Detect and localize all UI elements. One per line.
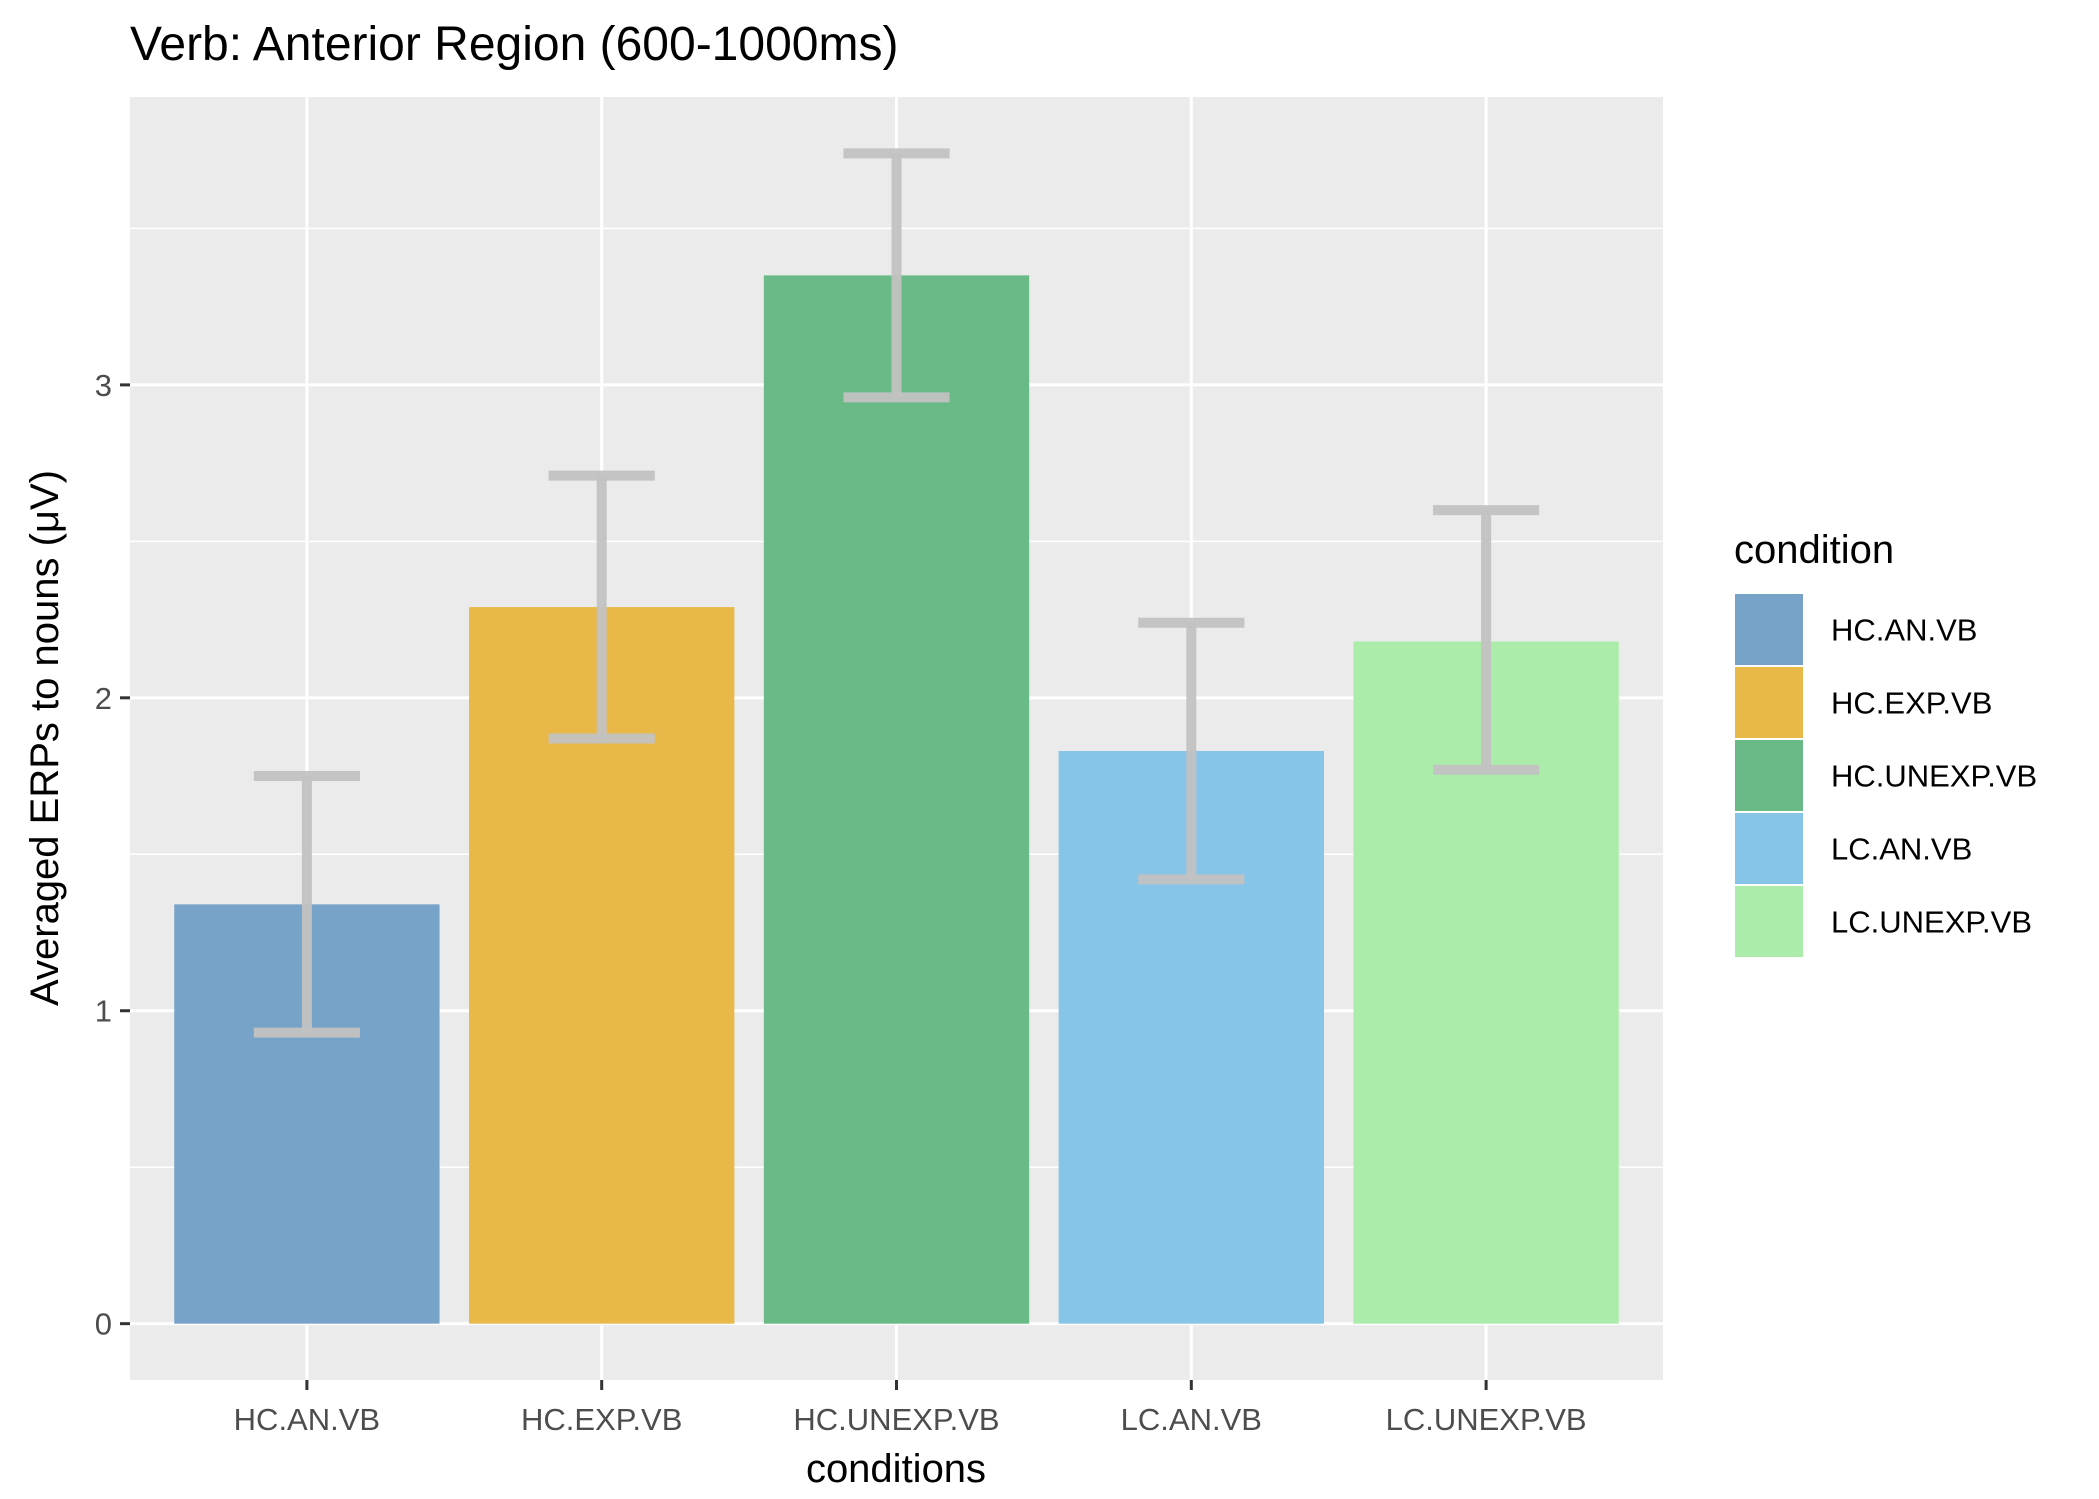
legend-swatch [1735, 667, 1803, 738]
x-axis: HC.AN.VB HC.EXP.VB HC.UNEXP.VB LC.AN.VB LC.U… [234, 1380, 1587, 1437]
error-bar-hc-exp-vb [548, 470, 655, 744]
x-tick-label: LC.UNEXP.VB [1386, 1402, 1587, 1437]
legend-title: condition [1734, 528, 1894, 572]
legend-label: LC.UNEXP.VB [1831, 905, 2032, 940]
error-bar-lc-unexp-vb [1433, 505, 1540, 775]
error-bar-lc-an-vb [1138, 617, 1245, 885]
legend-items: HC.AN.VB HC.EXP.VB HC.UNEXP.VB LC.AN.VB LC.U… [1733, 592, 2037, 959]
x-tick-label: LC.AN.VB [1121, 1402, 1262, 1437]
error-bars [253, 148, 1540, 1038]
legend-swatch [1735, 886, 1803, 957]
legend-swatch [1735, 594, 1803, 665]
y-tick-label: 2 [95, 681, 112, 716]
x-axis-title: conditions [806, 1447, 986, 1491]
legend-swatch [1735, 740, 1803, 811]
legend-label: HC.UNEXP.VB [1831, 759, 2037, 794]
y-tick-label: 0 [95, 1307, 112, 1342]
legend-swatch [1735, 813, 1803, 884]
x-tick-label: HC.AN.VB [234, 1402, 380, 1437]
legend-label: HC.AN.VB [1831, 613, 1977, 648]
y-axis: 0 1 2 3 [95, 368, 130, 1342]
x-tick-label: HC.EXP.VB [521, 1402, 682, 1437]
y-axis-title: Averaged ERPs to nouns (μV) [23, 470, 67, 1006]
legend: condition HC.AN.VB HC.EXP.VB HC.UNEXP.VB LC… [1733, 528, 2037, 959]
y-tick-label: 1 [95, 994, 112, 1029]
y-tick-label: 3 [95, 368, 112, 403]
error-bar-hc-unexp-vb [843, 148, 950, 403]
bar-hc-unexp-vb [763, 275, 1030, 1324]
x-tick-label: HC.UNEXP.VB [793, 1402, 999, 1437]
legend-label: LC.AN.VB [1831, 832, 1972, 867]
chart-title: Verb: Anterior Region (600-1000ms) [130, 18, 898, 71]
legend-label: HC.EXP.VB [1831, 686, 1992, 721]
error-bar-hc-an-vb [253, 771, 360, 1038]
